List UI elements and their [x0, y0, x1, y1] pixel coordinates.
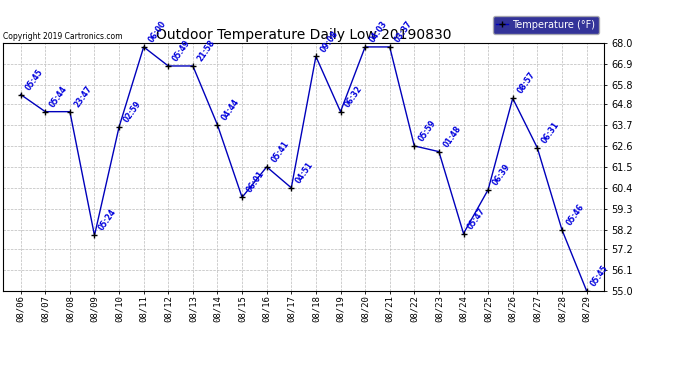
Text: 05:59: 05:59 — [417, 118, 438, 143]
Text: 05:24: 05:24 — [97, 208, 119, 232]
Text: 03:37: 03:37 — [393, 19, 414, 44]
Title: Outdoor Temperature Daily Low 20190830: Outdoor Temperature Daily Low 20190830 — [156, 28, 451, 42]
Text: 04:03: 04:03 — [368, 19, 389, 44]
Text: 04:51: 04:51 — [294, 160, 315, 185]
Text: 21:58: 21:58 — [196, 38, 217, 63]
Text: 05:49: 05:49 — [171, 38, 193, 63]
Text: 08:57: 08:57 — [515, 70, 537, 96]
Text: 06:00: 06:00 — [146, 19, 168, 44]
Text: 05:41: 05:41 — [270, 139, 290, 164]
Text: 06:31: 06:31 — [540, 120, 561, 145]
Text: 06:32: 06:32 — [344, 84, 364, 109]
Text: 05:46: 05:46 — [564, 202, 586, 227]
Text: 05:45: 05:45 — [23, 67, 45, 92]
Text: 06:39: 06:39 — [491, 162, 512, 187]
Text: 02:59: 02:59 — [122, 99, 143, 124]
Text: 23:47: 23:47 — [72, 84, 94, 109]
Legend: Temperature (°F): Temperature (°F) — [493, 16, 599, 34]
Text: 05:45: 05:45 — [589, 263, 611, 288]
Text: 05:47: 05:47 — [466, 206, 488, 231]
Text: 01:48: 01:48 — [442, 124, 463, 149]
Text: 04:44: 04:44 — [220, 97, 242, 122]
Text: 06:01: 06:01 — [245, 170, 266, 195]
Text: Copyright 2019 Cartronics.com: Copyright 2019 Cartronics.com — [3, 32, 123, 40]
Text: 09:08: 09:08 — [319, 28, 340, 54]
Text: 05:44: 05:44 — [48, 84, 69, 109]
